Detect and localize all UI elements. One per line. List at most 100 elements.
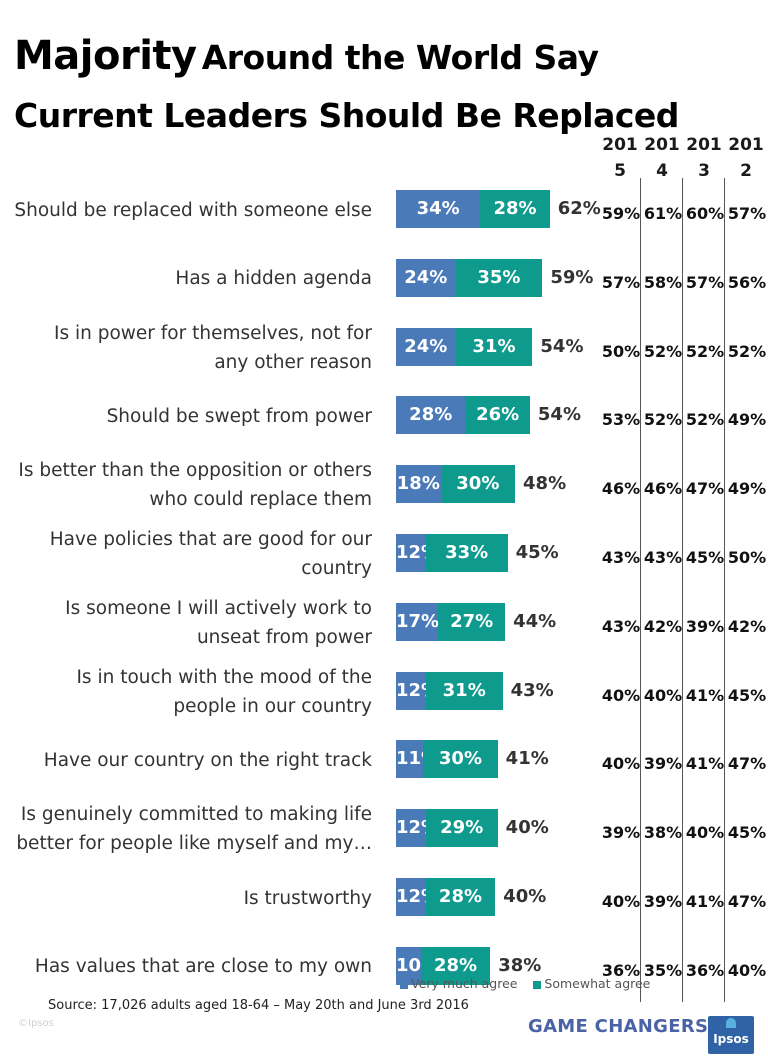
year-value-2014: 52% <box>643 410 683 430</box>
bar-very-much-agree: 34% <box>396 190 481 228</box>
category-label-line: Should be replaced with someone else <box>14 199 372 221</box>
category-label-line: Is genuinely committed to making life <box>20 804 372 826</box>
bar-very-much-agree: 12% <box>396 671 426 710</box>
category-label-line: Is better than the opposition or others <box>18 460 372 482</box>
title-majority: Majority <box>14 33 197 79</box>
year-value-2012: 56% <box>727 272 767 292</box>
category-label-line: Should be swept from power <box>106 405 372 427</box>
year-value-2015: 59% <box>601 204 641 223</box>
total-label: 54% <box>537 404 581 426</box>
year-value-2013: 41% <box>685 754 725 774</box>
bar-somewhat-agree: 31% <box>425 671 503 710</box>
category-label-line: Have our country on the right track <box>43 749 372 771</box>
year-value-2014: 40% <box>643 685 683 705</box>
year-value-2012: 40% <box>727 960 767 980</box>
year-value-2015: 57% <box>601 272 641 292</box>
source-note: Source: 17,026 adults aged 18-64 – May 2… <box>48 998 469 1013</box>
category-label-line: Has a hidden agenda <box>175 268 372 290</box>
total-label: 41% <box>505 748 549 770</box>
year-value-2014: 43% <box>643 548 683 567</box>
total-label: 40% <box>503 886 547 907</box>
year-value-2013: 52% <box>685 410 725 430</box>
year-value-2013: 40% <box>685 823 725 843</box>
bar-very-much-agree: 12% <box>396 809 426 848</box>
bar-very-much-agree: 17% <box>396 602 439 641</box>
category-label: Is in power for themselves, not for any o… <box>54 319 372 377</box>
category-label: Has a hidden agenda <box>175 264 372 293</box>
bar-somewhat-agree: 31% <box>455 327 533 366</box>
year-value-2014: 42% <box>643 616 683 636</box>
year-value-2014: 61% <box>643 204 683 223</box>
year-value-2014: 46% <box>643 479 683 499</box>
total-label: 44% <box>513 610 557 632</box>
year-value-2013: 41% <box>685 892 725 911</box>
year-value-2013: 47% <box>685 479 725 499</box>
total-label: 54% <box>540 335 584 357</box>
bar-somewhat-agree: 28% <box>425 878 496 916</box>
category-label: Has values that are close to my own <box>35 952 372 981</box>
bar-somewhat-agree: 33% <box>425 534 508 572</box>
year-header-2014: 201 4 <box>644 135 680 181</box>
year-value-2015: 53% <box>601 410 641 430</box>
legend-label-very: Very much agree <box>411 976 518 991</box>
category-label-line: Is someone I will actively work to <box>65 597 372 619</box>
year-value-2012: 47% <box>727 754 767 774</box>
copyright: ©Ipsos <box>18 1018 54 1029</box>
year-value-2015: 50% <box>601 341 641 361</box>
category-label-line: any other reason <box>214 351 372 373</box>
year-value-2015: 36% <box>601 960 641 980</box>
year-value-2015: 40% <box>601 892 641 911</box>
total-label: 45% <box>515 542 559 563</box>
year-value-2012: 52% <box>727 341 767 361</box>
year-value-2014: 39% <box>643 754 683 774</box>
year-value-2015: 43% <box>601 548 641 567</box>
column-divider <box>640 178 641 1002</box>
legend-label-somewhat: Somewhat agree <box>544 976 651 991</box>
bar-very-much-agree: 12% <box>396 878 426 916</box>
category-label-line: Is in power for themselves, not for <box>54 322 372 344</box>
category-label: Is in touch with the mood of the people i… <box>76 663 372 721</box>
title-line2: Current Leaders Should Be Replaced <box>14 96 679 135</box>
year-value-2012: 49% <box>727 410 767 430</box>
category-label-line: country <box>301 558 372 579</box>
year-value-2012: 49% <box>727 479 767 499</box>
year-value-2013: 45% <box>685 548 725 567</box>
column-divider <box>724 178 725 1002</box>
bar-very-much-agree: 24% <box>396 258 456 297</box>
year-value-2012: 45% <box>727 823 767 843</box>
year-value-2015: 46% <box>601 479 641 499</box>
year-value-2015: 39% <box>601 823 641 843</box>
legend-swatch-somewhat <box>533 980 542 989</box>
bar-somewhat-agree: 28% <box>420 946 491 985</box>
category-label-line: unseat from power <box>196 626 372 648</box>
year-value-2013: 39% <box>685 616 725 636</box>
category-label-line: Have policies that are good for our <box>49 529 372 550</box>
bar-very-much-agree: 24% <box>396 327 456 366</box>
ipsos-logo: Ipsos <box>708 1016 754 1054</box>
category-label-line: Has values that are close to my own <box>34 956 372 978</box>
total-label: 48% <box>523 473 567 495</box>
year-header-2012: 201 2 <box>728 135 764 181</box>
bar-somewhat-agree: 28% <box>480 190 550 228</box>
column-divider <box>682 178 683 1002</box>
year-value-2014: 39% <box>643 892 683 911</box>
year-header-2015: 201 5 <box>602 135 638 181</box>
total-label: 59% <box>550 266 594 288</box>
category-label: Is better than the opposition or others w… <box>18 456 372 514</box>
year-value-2013: 52% <box>685 341 725 361</box>
year-value-2014: 38% <box>643 823 683 843</box>
year-value-2013: 41% <box>685 685 725 705</box>
year-value-2015: 40% <box>601 685 641 705</box>
year-value-2012: 57% <box>727 204 767 223</box>
bar-very-much-agree: 18% <box>396 465 441 504</box>
year-value-2015: 40% <box>601 754 641 774</box>
brand-text: GAME CHANGERS <box>528 1016 709 1037</box>
year-value-2015: 43% <box>601 616 641 636</box>
title-rest: Around the World Say <box>201 38 599 77</box>
bar-very-much-agree: 11% <box>396 740 424 779</box>
year-value-2014: 35% <box>643 960 683 980</box>
category-label-line: better for people like myself and my… <box>16 833 372 855</box>
year-value-2013: 36% <box>685 960 725 980</box>
bar-very-much-agree: 28% <box>396 396 466 435</box>
legend: Very much agree Somewhat agree <box>400 976 650 991</box>
